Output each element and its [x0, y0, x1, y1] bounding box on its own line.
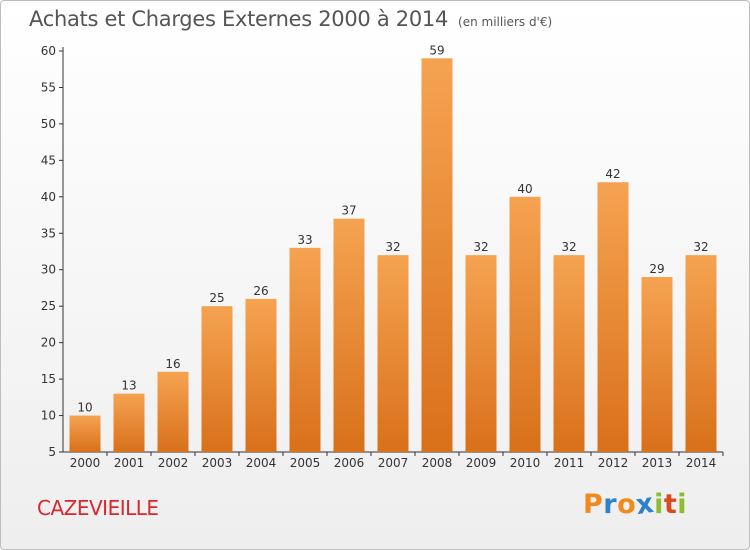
bar-value-label: 13: [121, 379, 136, 393]
y-tick-label: 5: [48, 445, 56, 459]
bar-value-label: 32: [561, 240, 576, 254]
bar-value-label: 25: [209, 291, 224, 305]
unit-note: (en milliers d'€): [458, 15, 553, 29]
bar: [113, 393, 145, 452]
logo-letter: i: [677, 489, 688, 520]
bar: [465, 255, 497, 452]
bar: [201, 306, 233, 452]
bar-value-label: 32: [693, 240, 708, 254]
y-tick-label: 55: [41, 80, 56, 94]
bar-value-label: 26: [253, 284, 268, 298]
bar-value-label: 16: [165, 357, 180, 371]
bar-value-label: 32: [473, 240, 488, 254]
bar-value-label: 37: [341, 204, 356, 218]
logo-letter: o: [617, 489, 637, 520]
bar-value-label: 10: [77, 401, 92, 415]
bar: [333, 218, 365, 452]
y-tick-label: 50: [41, 117, 56, 131]
y-tick-label: 15: [41, 372, 56, 386]
bar: [157, 371, 189, 452]
x-tick-label: 2013: [642, 456, 673, 470]
bar: [69, 415, 101, 452]
y-tick-label: 35: [41, 226, 56, 240]
x-tick-label: 2005: [290, 456, 321, 470]
logo-letter: r: [603, 489, 618, 520]
y-tick-label: 30: [41, 263, 56, 277]
y-tick-label: 25: [41, 299, 56, 313]
x-tick-label: 2007: [378, 456, 409, 470]
bar-value-label: 32: [385, 240, 400, 254]
logo-letter: P: [583, 489, 604, 520]
x-tick-label: 2003: [202, 456, 233, 470]
title-text: Achats et Charges Externes 2000 à 2014: [29, 7, 449, 31]
x-tick-label: 2000: [70, 456, 101, 470]
bar-value-label: 33: [297, 233, 312, 247]
y-tick-label: 20: [41, 336, 56, 350]
y-tick-label: 60: [41, 44, 56, 58]
x-tick-label: 2012: [598, 456, 629, 470]
x-tick-label: 2011: [554, 456, 585, 470]
x-tick-label: 2002: [158, 456, 189, 470]
bar: [421, 58, 453, 453]
bar: [245, 298, 277, 452]
y-tick-label: 45: [41, 153, 56, 167]
bar-value-label: 29: [649, 262, 664, 276]
commune-name: CAZEVIEILLE: [37, 496, 159, 520]
proxiti-logo: Proxiti: [583, 487, 688, 522]
logo-letter: i: [654, 489, 664, 520]
x-tick-label: 2008: [422, 456, 453, 470]
bar: [553, 255, 585, 452]
x-tick-label: 2001: [114, 456, 145, 470]
bar: [641, 277, 673, 452]
bar: [289, 247, 321, 452]
bar: [685, 255, 717, 452]
logo-letter: t: [663, 489, 678, 520]
bar-value-label: 40: [517, 182, 532, 196]
y-tick-label: 10: [41, 409, 56, 423]
bar: [509, 196, 541, 452]
bar: [377, 255, 409, 452]
logo-letter: x: [634, 487, 657, 522]
x-tick-label: 2014: [686, 456, 717, 470]
chart-title: Achats et Charges Externes 2000 à 2014 (e…: [29, 7, 552, 31]
x-tick-label: 2009: [466, 456, 497, 470]
x-tick-label: 2006: [334, 456, 365, 470]
bar: [597, 182, 629, 452]
y-tick-label: 40: [41, 190, 56, 204]
bar-value-label: 59: [429, 43, 444, 57]
x-tick-label: 2004: [246, 456, 277, 470]
x-tick-label: 2010: [510, 456, 541, 470]
bar-value-label: 42: [605, 167, 620, 181]
